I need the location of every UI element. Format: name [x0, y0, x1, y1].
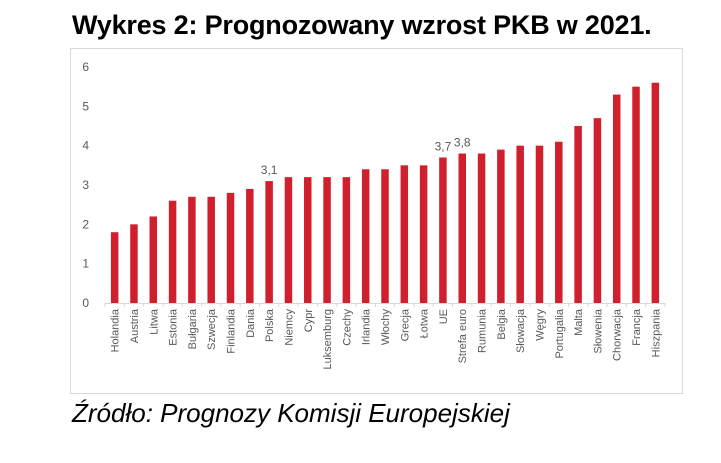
bar — [516, 145, 524, 303]
x-tick-label: Luksemburg — [322, 309, 334, 370]
bar — [246, 188, 254, 303]
source-note: Źródło: Prognozy Komisji Europejskiej — [72, 398, 510, 428]
x-tick-label: Portugalia — [554, 308, 566, 358]
y-tick-label: 3 — [82, 178, 89, 192]
x-tick-label: Malta — [573, 308, 585, 336]
bar — [477, 153, 486, 303]
chart-area: 0 1 2 3 4 5 6 Holandia Austria Litwa Estonia Bułgar… — [70, 48, 683, 394]
data-label: 3,7 — [435, 139, 452, 153]
x-tick-label: Strefa euro — [457, 309, 469, 363]
bar — [651, 82, 660, 303]
x-tick-label: Czechy — [341, 309, 353, 346]
x-tick-label: Francja — [631, 308, 643, 346]
chart-title: Wykres 2: Prognozowany wzrost PKB w 2021… — [72, 10, 652, 40]
bar — [149, 216, 158, 303]
y-tick-label: 2 — [82, 217, 89, 231]
x-tick-label: Łotwa — [419, 308, 431, 338]
x-tick-label: Włochy — [380, 309, 392, 346]
bar — [497, 149, 505, 303]
bar — [458, 153, 466, 303]
x-tick-label: Niemcy — [283, 309, 295, 346]
bar — [381, 169, 389, 303]
data-label: 3,1 — [261, 163, 278, 177]
bar-chart: 0 1 2 3 4 5 6 Holandia Austria Litwa Estonia Bułgar… — [82, 60, 666, 370]
bar — [207, 196, 215, 303]
x-tick-label: Litwa — [148, 308, 160, 335]
data-label: 3,8 — [454, 136, 471, 150]
x-tick-label: Słowenia — [592, 308, 604, 354]
bar — [304, 177, 312, 303]
x-tick-label: Rumunia — [477, 308, 489, 353]
x-tick-label: UE — [438, 309, 450, 324]
bar — [574, 126, 582, 303]
x-tick-label: Finlandia — [226, 308, 238, 354]
bar — [265, 181, 273, 303]
bar — [188, 196, 196, 303]
y-tick-label: 5 — [82, 99, 89, 113]
x-tick-label: Austria — [129, 308, 141, 343]
y-tick-label: 6 — [82, 60, 89, 74]
bar — [632, 86, 640, 303]
x-tick-label: Grecja — [399, 308, 411, 341]
bar — [284, 177, 293, 303]
x-tick-label: Polska — [264, 308, 276, 342]
bar — [361, 169, 370, 303]
x-tick-label: Dania — [245, 308, 257, 338]
y-tick-label: 4 — [82, 139, 89, 153]
x-tick-label: Cypr — [303, 309, 315, 333]
x-tick-label: Estonia — [168, 308, 180, 346]
bar — [535, 145, 544, 303]
bar — [400, 165, 409, 303]
bar — [555, 141, 563, 303]
x-tick-label: Węgry — [534, 309, 546, 341]
bar — [226, 192, 235, 303]
x-tick-label: Hiszpania — [650, 308, 662, 357]
bar — [342, 177, 351, 303]
x-tick-label: Szwecja — [206, 308, 218, 350]
x-tick-label: Chorwacja — [612, 308, 624, 361]
bar — [593, 118, 602, 303]
bar — [323, 177, 331, 303]
x-tick-label: Belgia — [496, 308, 508, 339]
x-tick-label: Słowacja — [515, 308, 527, 353]
y-tick-label: 1 — [82, 257, 89, 271]
y-tick-label: 0 — [82, 296, 89, 310]
bar — [439, 157, 447, 303]
bar — [168, 200, 177, 303]
bar — [130, 224, 138, 303]
bar — [419, 165, 428, 303]
bar — [612, 94, 621, 304]
x-tick-label: Holandia — [110, 308, 122, 352]
x-tick-label: Irlandia — [361, 308, 373, 345]
bar — [110, 232, 119, 303]
x-tick-label: Bułgaria — [187, 308, 199, 349]
